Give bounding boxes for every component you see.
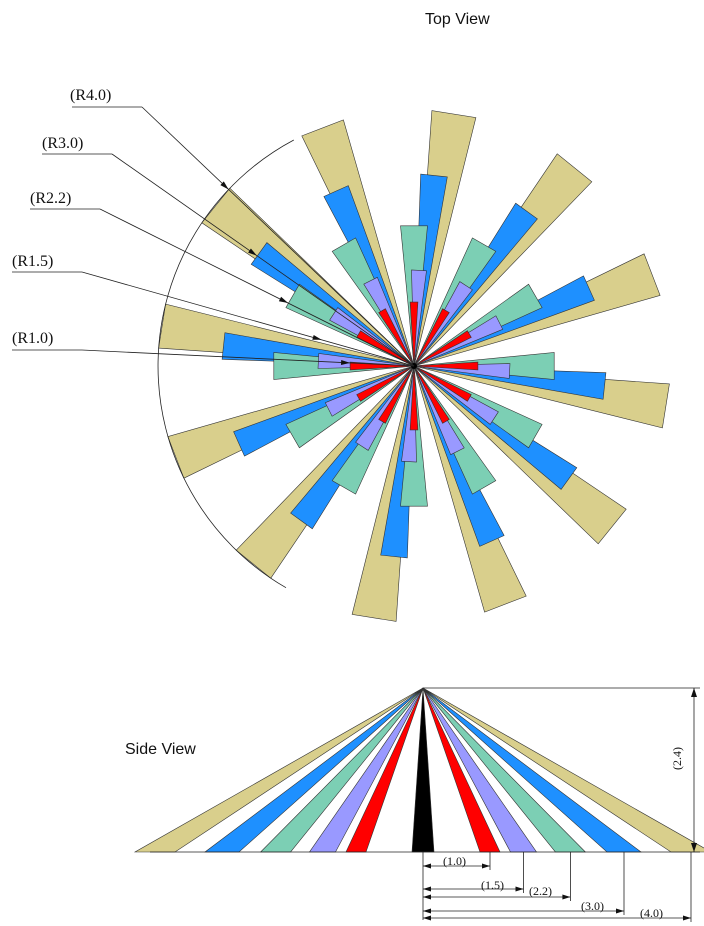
leader-arrow bbox=[312, 335, 322, 340]
leader-arrow bbox=[278, 296, 289, 303]
height-label: (2.4) bbox=[670, 747, 684, 770]
side-ring-5-wedge bbox=[133, 687, 424, 853]
radius-label-r4: (R4.0) bbox=[70, 87, 111, 104]
ring-1-wedge bbox=[413, 308, 450, 367]
side-view: Side View (2.4) (1.0) (1.5) (2.2) (3.0) … bbox=[125, 687, 704, 922]
ring-1-wedge bbox=[356, 365, 415, 402]
ring-1-wedge bbox=[413, 361, 479, 371]
leader-line bbox=[81, 349, 415, 367]
leader-line bbox=[99, 208, 415, 367]
radius-label-r1: (R1.0) bbox=[12, 330, 53, 347]
leader-arrow bbox=[341, 360, 351, 365]
distance-arrow-end bbox=[616, 908, 624, 914]
distance-label-1: (1.0) bbox=[443, 854, 466, 868]
distance-arrow-start bbox=[423, 915, 431, 921]
ring-1-wedge bbox=[409, 301, 419, 367]
distance-label-3: (3.0) bbox=[581, 899, 604, 913]
side-view-dimensions bbox=[422, 687, 700, 922]
radius-label-r3: (R3.0) bbox=[42, 135, 83, 152]
leader-arrow bbox=[248, 248, 257, 256]
distance-arrow-start bbox=[423, 908, 431, 914]
ring-1-wedge bbox=[409, 365, 419, 431]
radius-label-r2-2: (R2.2) bbox=[30, 190, 71, 207]
distance-label-1-5: (1.5) bbox=[481, 878, 504, 892]
leader-line bbox=[141, 106, 415, 367]
radius-label-r1-5: (R1.5) bbox=[12, 253, 53, 270]
ring-1-wedge bbox=[413, 365, 472, 402]
distance-label-4: (4.0) bbox=[640, 906, 663, 920]
ring-1-wedge bbox=[413, 365, 450, 424]
distance-arrow-end bbox=[515, 886, 524, 892]
height-arrow-top bbox=[691, 688, 697, 697]
distance-arrow-start bbox=[423, 894, 431, 900]
side-view-wedges bbox=[133, 687, 704, 853]
distance-arrow-start bbox=[423, 886, 431, 892]
leader-arrow bbox=[220, 181, 229, 190]
top-view-wedges bbox=[158, 110, 670, 622]
distance-arrow-end bbox=[482, 863, 490, 869]
ring-1-wedge bbox=[378, 308, 415, 367]
leader-line bbox=[81, 271, 415, 367]
ring-1-wedge bbox=[378, 365, 415, 424]
side-center-wedge bbox=[411, 687, 435, 853]
distance-arrow-start bbox=[423, 863, 431, 869]
distance-label-2-2: (2.2) bbox=[529, 884, 552, 898]
top-view: Top View (R1.0) (R1.5) (R2.2) (R3.0) (R4… bbox=[12, 11, 670, 622]
distance-arrow-end bbox=[562, 894, 571, 900]
side-view-title: Side View bbox=[125, 741, 196, 758]
distance-arrow-end bbox=[683, 915, 691, 921]
side-ring-5-wedge bbox=[422, 687, 704, 853]
height-arrow-bottom bbox=[691, 843, 697, 852]
ring-1-wedge bbox=[413, 330, 472, 367]
radius-leaders bbox=[12, 106, 415, 367]
leader-line bbox=[111, 153, 415, 367]
top-view-title: Top View bbox=[425, 11, 490, 28]
